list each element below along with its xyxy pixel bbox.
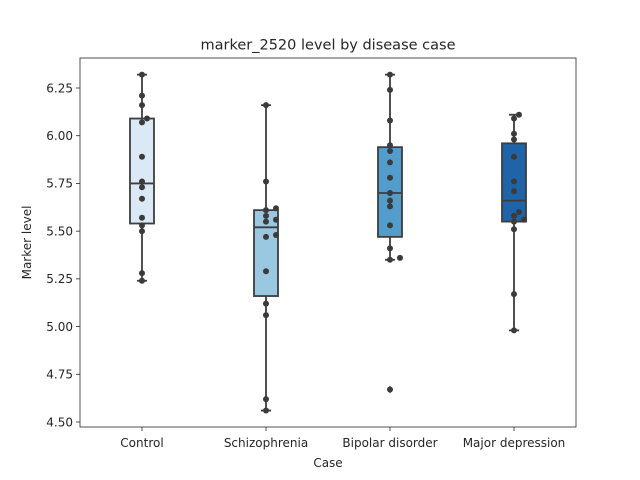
data-point	[139, 214, 145, 221]
x-tick-label: Schizophrenia	[224, 436, 308, 450]
data-point	[263, 233, 269, 240]
y-axis: 4.50 4.75 5.00 5.25 5.50 5.75 6.00 6.25	[46, 81, 80, 429]
data-point	[139, 277, 145, 284]
data-point	[387, 71, 393, 78]
data-point	[511, 115, 517, 122]
x-tick-label: Major depression	[463, 436, 566, 450]
x-tick-label: Bipolar disorder	[342, 436, 437, 450]
data-point	[511, 291, 517, 298]
data-point	[387, 222, 393, 229]
data-point	[139, 102, 145, 109]
x-tick-label: Control	[120, 436, 163, 450]
points-bipolar-disorder	[387, 71, 403, 393]
data-point	[387, 197, 393, 204]
data-point	[387, 117, 393, 124]
data-point	[387, 386, 393, 393]
data-point	[263, 178, 269, 185]
data-point	[511, 136, 517, 143]
data-point	[263, 212, 269, 219]
data-point	[511, 212, 517, 219]
data-point	[139, 195, 145, 202]
data-point	[139, 153, 145, 160]
data-point	[139, 71, 145, 78]
data-point	[516, 209, 522, 216]
axes-frame	[79, 57, 577, 428]
data-point	[139, 92, 145, 99]
chart-title: marker_2520 level by disease case	[201, 38, 456, 54]
data-point	[387, 142, 393, 149]
data-point	[387, 174, 393, 181]
data-point	[144, 115, 150, 122]
points-control	[139, 71, 150, 284]
y-tick-label: 4.50	[46, 415, 73, 429]
data-point	[511, 188, 517, 195]
data-point	[273, 205, 279, 212]
y-tick-label: 5.50	[46, 224, 73, 238]
data-point	[139, 119, 145, 126]
points-major-depression	[511, 111, 527, 334]
data-point	[397, 254, 403, 261]
y-tick-label: 6.25	[46, 81, 73, 95]
x-axis: Control Schizophrenia Bipolar disorder Majo…	[120, 427, 565, 450]
y-tick-label: 5.75	[46, 177, 73, 191]
data-point	[263, 300, 269, 307]
data-point	[387, 86, 393, 93]
box-schizophrenia	[253, 104, 279, 412]
y-tick-label: 5.25	[46, 272, 73, 286]
data-point	[139, 228, 145, 235]
data-point	[139, 184, 145, 191]
data-point	[511, 178, 517, 185]
data-point	[521, 216, 527, 223]
data-point	[263, 312, 269, 319]
data-point	[511, 153, 517, 160]
data-point	[273, 231, 279, 238]
data-point	[387, 203, 393, 210]
data-point	[516, 111, 522, 118]
data-point	[263, 407, 269, 414]
data-point	[139, 270, 145, 277]
y-axis-label: Marker level	[20, 206, 34, 280]
data-point	[387, 159, 393, 166]
plot-area	[129, 71, 527, 414]
box-body	[129, 117, 155, 225]
data-point	[139, 222, 145, 229]
data-point	[387, 189, 393, 196]
data-point	[263, 207, 269, 214]
data-point	[387, 147, 393, 154]
points-schizophrenia	[263, 102, 279, 414]
data-point	[387, 245, 393, 252]
y-tick-label: 4.75	[46, 368, 73, 382]
data-point	[387, 256, 393, 263]
data-point	[263, 218, 269, 225]
data-point	[273, 216, 279, 223]
y-tick-label: 5.00	[46, 320, 73, 334]
data-point	[263, 268, 269, 275]
data-point	[511, 226, 517, 233]
data-point	[511, 327, 517, 334]
data-point	[263, 396, 269, 403]
x-axis-label: Case	[313, 456, 342, 470]
data-point	[263, 102, 269, 109]
y-tick-label: 6.00	[46, 129, 73, 143]
box-control	[129, 73, 155, 282]
data-point	[511, 130, 517, 137]
data-point	[139, 178, 145, 185]
data-point	[511, 218, 517, 225]
